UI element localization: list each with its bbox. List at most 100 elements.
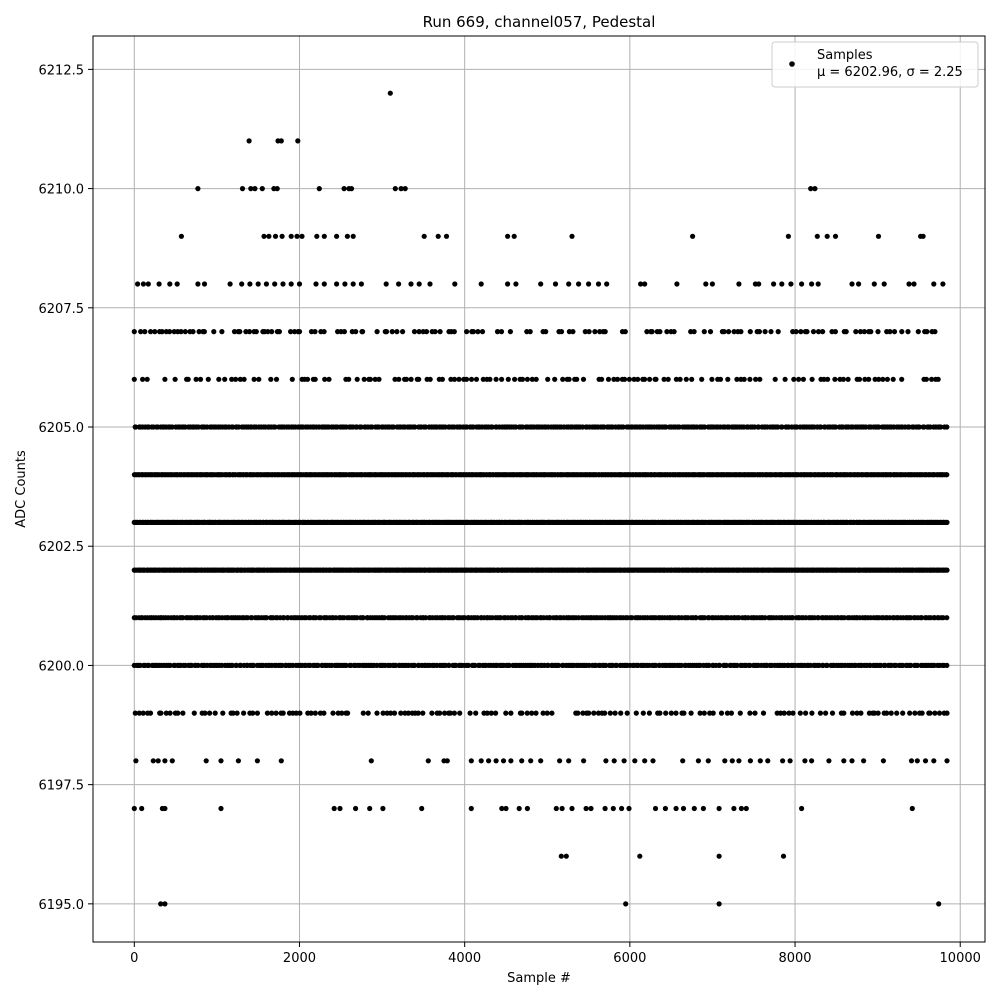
- data-point: [908, 662, 914, 669]
- data-point: [272, 281, 278, 287]
- data-point: [734, 662, 740, 669]
- data-point: [299, 233, 305, 239]
- data-point: [152, 329, 158, 335]
- data-point: [690, 233, 696, 239]
- data-point: [817, 710, 824, 716]
- data-point: [843, 329, 849, 335]
- data-point: [931, 758, 937, 764]
- data-point: [782, 376, 788, 382]
- data-point: [218, 758, 224, 764]
- data-point: [457, 710, 463, 716]
- data-point: [508, 758, 514, 764]
- data-point: [875, 233, 882, 239]
- data-point: [914, 662, 921, 669]
- data-point: [229, 376, 235, 382]
- data-point: [341, 329, 347, 335]
- data-point: [790, 710, 796, 716]
- data-point: [810, 329, 817, 335]
- data-point: [631, 376, 637, 382]
- data-point: [642, 281, 648, 287]
- data-point: [527, 329, 533, 335]
- data-point: [519, 710, 525, 716]
- data-point: [367, 376, 373, 382]
- data-point: [478, 758, 484, 764]
- data-point: [389, 329, 395, 335]
- data-point: [408, 376, 414, 382]
- data-point: [256, 376, 262, 382]
- data-point: [680, 805, 687, 812]
- data-point: [566, 281, 572, 287]
- data-point: [392, 186, 398, 192]
- data-point: [380, 710, 386, 716]
- data-point: [382, 615, 388, 621]
- data-point: [768, 329, 774, 335]
- data-point: [493, 710, 499, 716]
- data-point: [906, 281, 912, 287]
- x-tick-label: 2000: [283, 951, 316, 966]
- data-point: [334, 281, 340, 287]
- data-point: [663, 710, 669, 716]
- data-point: [169, 758, 175, 764]
- data-point: [602, 710, 608, 716]
- data-point: [158, 901, 164, 907]
- data-point: [799, 805, 805, 812]
- data-point: [604, 281, 610, 287]
- data-point: [243, 329, 249, 335]
- data-point: [350, 233, 356, 239]
- data-point: [322, 376, 328, 382]
- data-point: [415, 710, 421, 716]
- axis-ticks: 0 2000 4000 6000 8000 10000 6195.0 6197.5 6200.0…: [39, 63, 981, 966]
- data-point: [227, 281, 233, 287]
- data-point: [412, 424, 418, 430]
- y-tick-label: 6202.5: [39, 540, 85, 555]
- data-point: [374, 710, 380, 716]
- data-point: [635, 376, 641, 382]
- data-point: [841, 710, 847, 716]
- data-point: [858, 710, 864, 716]
- data-point: [775, 329, 781, 335]
- data-point: [427, 376, 433, 382]
- data-point: [820, 329, 826, 335]
- data-point: [191, 710, 197, 716]
- data-point: [588, 805, 594, 812]
- data-point: [581, 758, 587, 764]
- data-point: [841, 758, 847, 764]
- data-point: [508, 710, 514, 716]
- data-point: [716, 805, 722, 812]
- data-point: [216, 376, 222, 382]
- data-point: [544, 710, 550, 716]
- data-point: [610, 805, 616, 812]
- x-tick-label: 0: [130, 951, 138, 966]
- data-point: [932, 710, 938, 716]
- data-point: [398, 710, 404, 716]
- data-point: [251, 376, 257, 382]
- data-point: [140, 376, 146, 382]
- data-point: [552, 281, 559, 287]
- data-point: [856, 376, 863, 382]
- data-point: [924, 329, 930, 335]
- data-point: [450, 615, 457, 621]
- data-point: [849, 710, 856, 716]
- data-point: [650, 758, 656, 764]
- data-point: [416, 329, 422, 335]
- data-point: [607, 710, 613, 716]
- data-point: [529, 710, 535, 716]
- data-point: [296, 281, 303, 287]
- legend-series-name: Samples: [817, 48, 873, 63]
- data-point: [680, 758, 686, 764]
- data-point: [662, 805, 669, 812]
- data-point: [832, 233, 839, 239]
- data-point: [681, 710, 687, 716]
- data-point: [219, 329, 225, 335]
- data-point: [743, 805, 749, 812]
- data-point: [396, 376, 402, 382]
- data-point: [592, 329, 598, 335]
- data-point: [891, 329, 898, 335]
- data-point: [174, 281, 180, 287]
- data-point: [180, 710, 186, 716]
- data-point: [815, 329, 822, 335]
- data-point: [288, 233, 294, 239]
- data-point: [726, 329, 732, 335]
- data-point: [854, 710, 860, 716]
- data-point: [940, 615, 946, 621]
